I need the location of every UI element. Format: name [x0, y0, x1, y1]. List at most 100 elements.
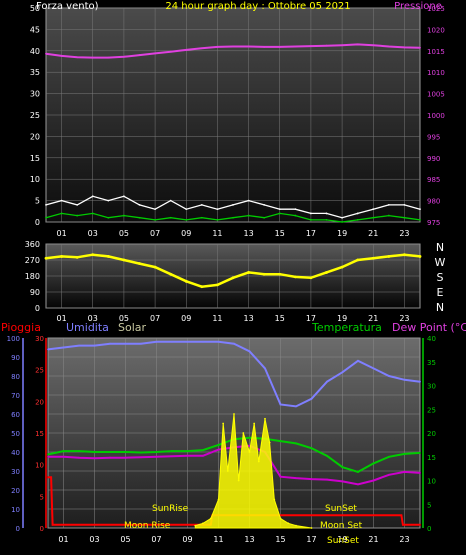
series-point-2-10 — [200, 216, 203, 219]
pressure-tick-975: 975 — [427, 219, 440, 227]
direction-point-4 — [106, 255, 110, 258]
series-point-dew-point-11 — [217, 448, 220, 451]
series-point-pioggia-6 — [402, 523, 404, 526]
temp-tick-15: 15 — [427, 454, 436, 462]
wind-tick-50: 50 — [30, 4, 40, 13]
top-x-tick-01: 01 — [56, 229, 66, 238]
series-point-temperatura-10 — [202, 449, 204, 451]
series-point-temperatura-19 — [341, 466, 344, 469]
direction-point-24 — [418, 255, 422, 258]
chart-title: 24 hour graph day : Ottobre 05 2021 — [165, 1, 350, 12]
series-point-umidita-4 — [109, 342, 111, 345]
top-x-tick-13: 13 — [243, 229, 253, 238]
pressure-tick-985: 985 — [427, 176, 440, 184]
series-point-umidita-14 — [264, 367, 266, 370]
series-point-temperatura-8 — [171, 450, 173, 452]
series-point-1-20 — [356, 212, 359, 215]
series-point-dew-point-0 — [47, 455, 49, 458]
top-x-tick-21: 21 — [368, 229, 378, 238]
direction-letter-w: W — [435, 256, 446, 269]
direction-point-3 — [91, 253, 95, 257]
rain-tick-0: 0 — [40, 525, 44, 533]
temp-tick-40: 40 — [427, 335, 436, 343]
bot-x-tick-19: 19 — [337, 535, 347, 544]
series-point-pioggia-7 — [419, 523, 421, 526]
direction-point-6 — [138, 262, 141, 265]
series-point-dew-point-23 — [403, 471, 406, 473]
series-point-2-20 — [356, 218, 359, 221]
series-point-1-13 — [247, 199, 250, 202]
direction-point-19 — [340, 265, 344, 269]
series-point-1-2 — [76, 203, 79, 206]
series-point-umidita-10 — [202, 340, 204, 343]
series-point-dew-point-24 — [419, 472, 421, 474]
series-point-1-17 — [310, 212, 312, 215]
direction-point-9 — [184, 279, 188, 283]
direction-point-20 — [356, 258, 360, 262]
series-point-solar-5 — [226, 470, 229, 472]
mid-x-tick-07: 07 — [150, 314, 160, 323]
series-point-0-6 — [138, 54, 141, 56]
series-point-2-19 — [341, 221, 343, 223]
series-point-solar-18 — [310, 527, 313, 529]
direction-tick-90: 90 — [30, 288, 40, 297]
series-point-dew-point-17 — [310, 478, 313, 480]
series-point-solar-17 — [295, 524, 297, 527]
series-point-1-7 — [154, 208, 156, 211]
series-point-0-1 — [60, 55, 63, 57]
bot-x-tick-13: 13 — [244, 535, 254, 544]
series-point-1-16 — [294, 208, 297, 211]
direction-letter-n-top: N — [436, 241, 444, 254]
series-point-dew-point-18 — [326, 478, 328, 481]
rain-tick-10: 10 — [35, 462, 44, 470]
series-point-1-21 — [372, 208, 375, 211]
series-point-2-17 — [310, 218, 312, 221]
wind-tick-35: 35 — [30, 68, 40, 77]
series-point-1-24 — [419, 208, 421, 211]
direction-point-10 — [200, 285, 204, 289]
humidity-legend: Umidita — [66, 321, 109, 334]
series-point-temperatura-24 — [419, 452, 421, 454]
series-point-1-22 — [387, 203, 390, 206]
series-point-solar-6 — [233, 413, 235, 415]
middle-grid — [46, 243, 420, 309]
series-point-dew-point-2 — [78, 456, 80, 459]
humidity-tick-0: 0 — [16, 525, 20, 533]
solar-legend: Solar — [118, 321, 147, 334]
series-point-temperatura-11 — [217, 443, 220, 446]
series-point-umidita-16 — [295, 405, 297, 408]
series-point-temperatura-23 — [403, 453, 406, 455]
wind-tick-45: 45 — [30, 25, 40, 34]
mid-x-tick-19: 19 — [337, 314, 347, 323]
wind-tick-30: 30 — [30, 90, 40, 99]
series-point-umidita-19 — [341, 371, 344, 374]
wind-axis-ticks: 0 5 10 15 20 25 30 35 40 45 50 — [30, 4, 40, 227]
bot-x-tick-21: 21 — [368, 535, 378, 544]
bottom-grid — [22, 337, 424, 529]
pressure-tick-1005: 1005 — [427, 91, 445, 99]
series-point-umidita-3 — [93, 344, 96, 347]
series-point-2-24 — [419, 218, 421, 221]
top-x-tick-15: 15 — [275, 229, 285, 238]
series-point-0-20 — [356, 43, 359, 46]
rain-tick-30: 30 — [35, 335, 44, 343]
series-point-0-19 — [341, 44, 343, 47]
direction-point-14 — [262, 272, 266, 276]
sunrise-label: SunRise — [152, 504, 189, 514]
series-point-0-23 — [403, 46, 406, 49]
temp-tick-30: 30 — [427, 383, 436, 391]
series-point-dew-point-16 — [295, 477, 297, 480]
wind-tick-0: 0 — [35, 218, 40, 227]
series-point-solar-14 — [273, 498, 276, 501]
humidity-tick-90: 90 — [11, 354, 20, 362]
humidity-tick-40: 40 — [11, 449, 20, 457]
series-point-1-14 — [263, 203, 266, 206]
series-point-temperatura-18 — [326, 454, 328, 457]
series-point-0-4 — [107, 56, 110, 59]
bot-x-tick-11: 11 — [213, 535, 223, 544]
series-point-umidita-11 — [217, 340, 220, 343]
series-point-1-3 — [91, 195, 94, 198]
series-point-1-1 — [60, 199, 63, 202]
series-point-0-18 — [325, 44, 328, 47]
series-point-2-21 — [372, 216, 375, 219]
